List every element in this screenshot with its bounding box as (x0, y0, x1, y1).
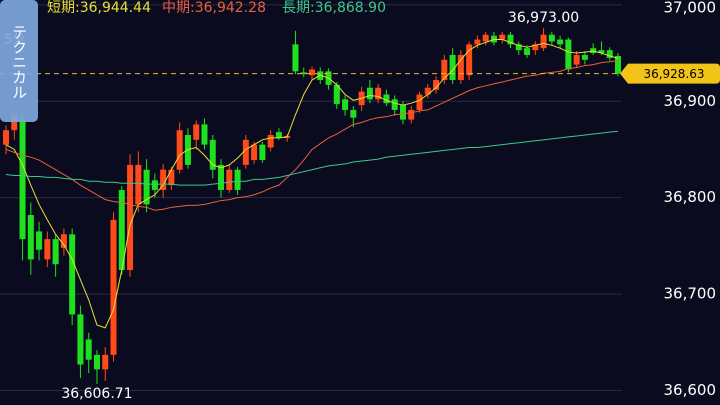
candle-body (499, 34, 506, 40)
candle-body (383, 94, 390, 104)
candle-body (524, 48, 531, 55)
candle-body (474, 39, 481, 45)
candle-body (292, 44, 299, 72)
candle-body (168, 169, 175, 186)
legend-value: 36,942.28 (195, 0, 266, 16)
y-tick-label: 37,000 (664, 0, 717, 17)
grid: 37,000 36,900 36,800 36,700 36,600 (0, 0, 716, 399)
y-tick-label: 36,800 (664, 188, 717, 206)
candle-body (548, 34, 555, 42)
moving-average-line (5, 59, 619, 211)
candle-body (3, 130, 9, 145)
candle-body (85, 339, 92, 360)
candle-body (441, 59, 448, 81)
legend-entry: 中期:36,942.28 (162, 0, 266, 16)
candle-body (176, 130, 183, 170)
candle-body (408, 109, 415, 120)
current-price-label: 36,928.63 (643, 67, 704, 81)
candle-body (69, 234, 76, 315)
candle-body (507, 34, 514, 45)
candle-body (11, 114, 18, 131)
candle-body (540, 34, 547, 49)
candle-body (201, 124, 208, 145)
legend-separator: : (190, 0, 195, 16)
y-tick-label: 36,600 (664, 381, 717, 399)
candle-body (333, 84, 340, 105)
candle-body (251, 144, 258, 161)
candle-body (565, 39, 572, 70)
candle-body (399, 105, 406, 120)
legend-entry: 長期:36,868.90 (282, 0, 386, 16)
plot: 36,928.63 36,973.00 36,606.71 (0, 10, 720, 402)
technical-tab-label[interactable]: テクニカル (10, 25, 28, 100)
candle-body (375, 87, 382, 100)
candle-body (60, 234, 67, 248)
technical-tab[interactable] (0, 0, 38, 122)
candle-body (102, 354, 109, 370)
candle-body (218, 164, 225, 190)
candle-body (209, 139, 216, 170)
y-tick-label: 36,700 (664, 285, 717, 303)
candle-body (515, 44, 522, 51)
candle-body (193, 124, 200, 140)
current-price-tag (620, 63, 720, 84)
candle-body (151, 180, 158, 190)
moving-average-line (5, 39, 619, 329)
legend-value: 36,944.44 (80, 0, 151, 16)
candle-body (110, 219, 117, 355)
candle-body (135, 164, 142, 205)
candle-body (52, 239, 59, 265)
candle-body (482, 34, 489, 42)
candle-body (44, 239, 51, 260)
legend-value: 36,868.90 (315, 0, 386, 16)
candle-body (615, 55, 621, 74)
candle-body (93, 354, 100, 370)
overlay: 5分 テクニカル 短期:36,944.44中期:36,942.28長期:36,8… (0, 0, 386, 122)
y-tick-label: 36,900 (664, 92, 717, 110)
candle-body (557, 39, 564, 45)
candle-body (606, 50, 613, 58)
low-annotation: 36,606.71 (61, 386, 132, 402)
candle-body (127, 164, 134, 270)
legend-separator: : (310, 0, 315, 16)
candle-body (19, 119, 26, 240)
legend-name: 中期 (162, 0, 190, 16)
candle-body (309, 69, 315, 76)
candle-body (424, 87, 431, 95)
candle-body (77, 314, 84, 365)
candle-body (275, 132, 282, 138)
legend-separator: : (75, 0, 80, 16)
candle-body (160, 169, 167, 190)
candle-body (391, 99, 398, 110)
candle-body (416, 94, 423, 110)
candle-body (27, 215, 34, 260)
legend-entry: 短期:36,944.44 (47, 0, 151, 16)
legend-name: 短期 (47, 0, 75, 16)
candle-body (118, 189, 125, 270)
candle-body (449, 54, 456, 81)
candle-body (598, 50, 605, 54)
candle-body (466, 44, 473, 76)
candle-body (457, 54, 464, 81)
moving-average-line (5, 130, 619, 186)
candle-body (342, 99, 349, 110)
legend-name: 長期 (282, 0, 310, 16)
candle-body (234, 169, 241, 190)
candle-body (532, 44, 539, 51)
candle-body (226, 169, 233, 190)
candle-body (300, 72, 307, 75)
candle-body (36, 231, 43, 250)
candle-body (242, 139, 249, 165)
candle-body (433, 80, 440, 90)
candle-body (259, 144, 266, 161)
candle-body (573, 54, 580, 65)
candle-body (267, 135, 274, 148)
candle-body (143, 169, 150, 205)
candle-body (350, 109, 357, 118)
high-annotation: 36,973.00 (508, 10, 579, 26)
candle-body (366, 87, 373, 100)
candle-body (581, 54, 588, 60)
